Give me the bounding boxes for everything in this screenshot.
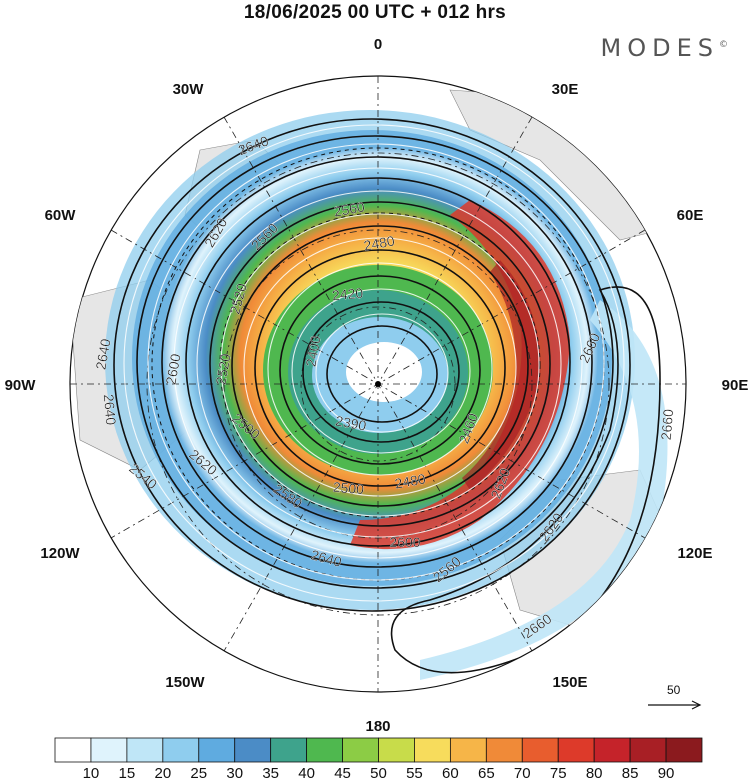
colorbar-swatch	[378, 737, 415, 763]
colorbar-level-label: 40	[298, 765, 315, 782]
contour-label: 2400	[302, 334, 323, 368]
map-title: 18/06/2025 00 UTC + 012 hrs	[243, 2, 507, 23]
colorbar-swatch	[414, 737, 451, 763]
wind-arrows	[123, 124, 625, 602]
lon-label-180: 180	[365, 718, 390, 735]
colorbar-swatch	[54, 737, 92, 763]
colorbar-level-label: 60	[442, 765, 459, 782]
lon-label-90w: 90W	[5, 377, 37, 394]
colorbar-swatch	[90, 737, 128, 763]
height-contours	[113, 118, 661, 674]
colorbar-swatch	[234, 737, 272, 763]
contour-label: 2600	[389, 534, 420, 550]
lon-label-120e: 120E	[677, 545, 712, 562]
lon-label-120w: 120W	[40, 545, 80, 562]
colorbar-swatch	[557, 737, 595, 763]
lon-label-60e: 60E	[677, 207, 704, 224]
shaded-fields	[70, 89, 681, 680]
colorbar-level-label: 45	[334, 765, 351, 782]
colorbar-level-label: 80	[585, 765, 603, 782]
wind-reference-label: 50	[667, 683, 681, 697]
contour-label: 2500	[332, 479, 365, 498]
contour-label: 2480	[362, 232, 396, 253]
north-pole-marker	[375, 381, 381, 387]
contour-label: 2560	[332, 198, 366, 219]
colorbar-level-label: 15	[118, 765, 136, 782]
colorbar-level-label: 90	[657, 765, 675, 782]
colorbar-level-label: 10	[82, 765, 100, 782]
lon-label-90e: 90E	[722, 377, 749, 394]
colorbar-level-label: 35	[262, 765, 279, 782]
contour-label: 2420	[331, 285, 364, 304]
colorbar-level-label: 25	[190, 765, 208, 782]
colorbar-level-label: 50	[370, 765, 387, 782]
colorbar-swatch	[162, 737, 200, 763]
colorbar-swatch	[126, 737, 164, 763]
colorbar-level-label: 20	[154, 765, 172, 782]
lon-label-30e: 30E	[552, 81, 579, 98]
lon-label-60w: 60W	[45, 207, 77, 224]
colorbar-swatch	[521, 737, 559, 763]
contour-label: 2600	[162, 352, 183, 386]
colorbar-swatch	[306, 737, 343, 763]
colorbar-level-label: 30	[226, 765, 244, 782]
contour-label: 2660	[658, 408, 677, 441]
colorbar-swatch	[342, 737, 379, 763]
colorbar-swatch	[485, 737, 523, 763]
lon-label-0: 0	[374, 36, 382, 53]
colorbar-swatch	[198, 737, 236, 763]
lon-label-150w: 150W	[165, 674, 205, 691]
colorbar-swatch	[449, 737, 487, 763]
contour-label: 2480	[393, 470, 427, 491]
contour-label: 2390	[334, 412, 368, 433]
modes-logo: MODES©	[600, 34, 728, 62]
colorbar-swatch	[270, 737, 308, 763]
colorbar-level-label: 85	[621, 765, 639, 782]
colorbar-level-label: 65	[477, 765, 495, 782]
colorbar	[54, 737, 703, 763]
contour-label: 2520	[212, 352, 233, 386]
colorbar-swatch	[665, 737, 703, 763]
wind-reference-arrow	[648, 700, 702, 710]
lon-label-150e: 150E	[552, 674, 587, 691]
colorbar-level-label: 55	[406, 765, 423, 782]
pacific-band	[420, 300, 668, 680]
colorbar-swatch	[629, 737, 667, 763]
contour-label: 2640	[92, 337, 113, 371]
colorbar-swatch	[593, 737, 631, 763]
colorbar-level-label: 70	[513, 765, 531, 782]
contour-label: 2640	[101, 393, 120, 426]
colorbar-level-label: 75	[549, 765, 567, 782]
lon-label-30w: 30W	[173, 81, 205, 98]
